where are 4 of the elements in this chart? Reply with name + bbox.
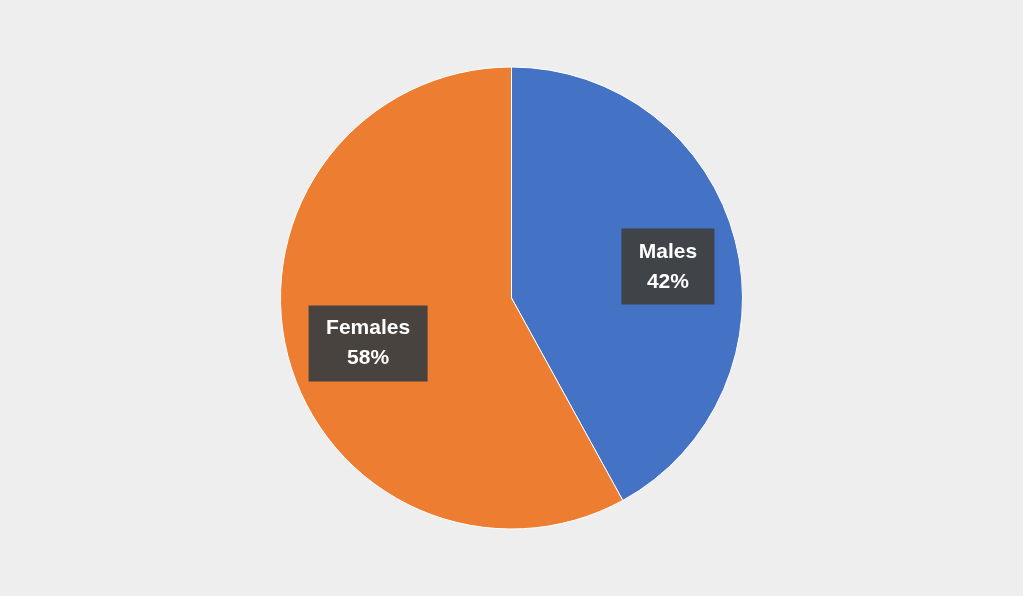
slice-label: Females	[326, 315, 411, 339]
data-label: 58%	[347, 345, 390, 369]
slice-label: Males	[638, 238, 698, 262]
data-label: 42%	[646, 268, 690, 292]
